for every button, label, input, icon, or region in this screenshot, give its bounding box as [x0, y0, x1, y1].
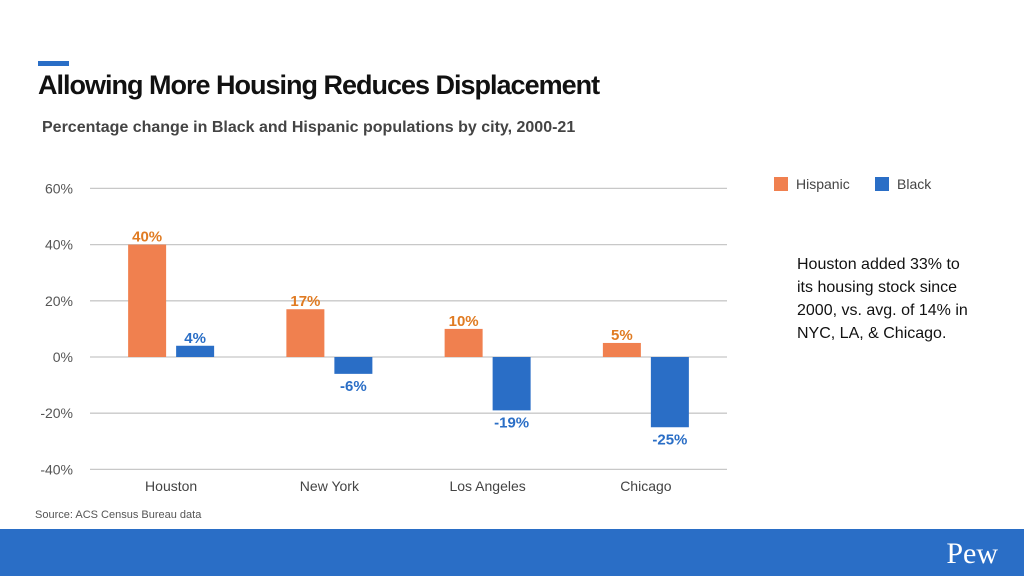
data-label: 40%: [132, 229, 162, 246]
data-label: 5%: [611, 327, 633, 344]
bar-black: [176, 345, 215, 357]
footer-bar: Pew: [0, 529, 1024, 576]
legend-swatch-black: [875, 177, 889, 191]
y-tick-label: -20%: [40, 405, 73, 421]
data-label: 17%: [290, 293, 320, 310]
y-tick-label: 40%: [45, 237, 73, 253]
bar-hispanic: [286, 309, 325, 357]
data-label: 4%: [184, 330, 206, 347]
data-label: -25%: [652, 431, 687, 448]
bar-hispanic: [128, 244, 167, 357]
data-label: -6%: [340, 378, 367, 395]
pew-logo: Pew: [946, 537, 998, 570]
source-note: Source: ACS Census Bureau data: [35, 509, 202, 521]
legend-swatch-hispanic: [774, 177, 788, 191]
bar-black: [492, 357, 531, 411]
data-label: -19%: [494, 414, 529, 431]
y-tick-label: -40%: [40, 461, 73, 477]
bar-black: [650, 357, 689, 428]
annotation-note: Houston added 33% to its housing stock s…: [797, 256, 968, 342]
legend-label: Black: [897, 176, 932, 192]
legend-label: Hispanic: [796, 176, 850, 192]
bar-black: [334, 357, 373, 374]
data-label: 10%: [449, 313, 479, 330]
bar-hispanic: [602, 342, 641, 357]
y-tick-label: 20%: [45, 293, 73, 309]
x-tick-label: Chicago: [620, 478, 672, 494]
y-tick-label: 0%: [53, 349, 73, 365]
subtitle: Percentage change in Black and Hispanic …: [42, 119, 576, 136]
y-tick-label: 60%: [45, 180, 73, 196]
x-tick-label: Houston: [145, 478, 197, 494]
title-accent-bar: [38, 61, 69, 66]
page-title: Allowing More Housing Reduces Displaceme…: [38, 70, 600, 100]
bar-hispanic: [444, 328, 483, 357]
x-tick-label: New York: [300, 478, 360, 494]
x-tick-label: Los Angeles: [449, 478, 525, 494]
